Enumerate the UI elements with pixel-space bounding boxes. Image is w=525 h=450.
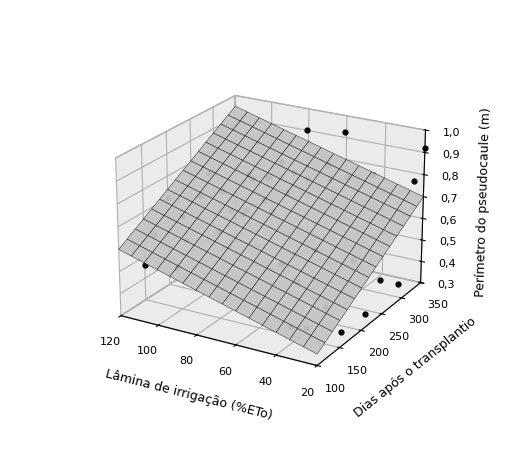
X-axis label: Lâmina de irrigação (%ETo): Lâmina de irrigação (%ETo) [104, 367, 274, 422]
Y-axis label: Dias após o transplantio: Dias após o transplantio [352, 315, 479, 420]
